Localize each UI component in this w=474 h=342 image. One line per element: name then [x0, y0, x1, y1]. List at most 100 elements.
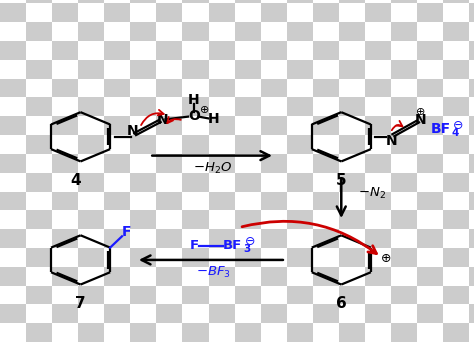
Text: $-H_2O$: $-H_2O$	[193, 161, 232, 176]
Bar	[235, 192, 261, 210]
Bar	[417, 323, 443, 342]
Bar	[391, 41, 417, 60]
Text: 6: 6	[336, 296, 346, 311]
Bar	[469, 3, 474, 22]
Bar	[235, 79, 261, 97]
Bar	[391, 323, 417, 342]
Bar	[313, 286, 339, 304]
Bar	[209, 267, 235, 286]
Bar	[417, 3, 443, 22]
Bar	[235, 210, 261, 229]
Bar	[0, 173, 26, 192]
Bar	[78, 323, 104, 342]
Bar	[52, 192, 78, 210]
Bar	[0, 229, 26, 248]
Bar	[130, 173, 156, 192]
Bar	[287, 135, 313, 154]
Bar	[78, 22, 104, 41]
Bar	[313, 210, 339, 229]
Bar	[156, 116, 182, 135]
Bar	[26, 323, 52, 342]
Bar	[313, 116, 339, 135]
Bar	[182, 22, 209, 41]
Bar	[417, 173, 443, 192]
Bar	[26, 116, 52, 135]
Bar	[104, 79, 130, 97]
Bar	[313, 135, 339, 154]
Bar	[182, 0, 209, 3]
Bar	[365, 192, 391, 210]
Bar	[391, 22, 417, 41]
Bar	[339, 192, 365, 210]
Bar	[104, 173, 130, 192]
Bar	[182, 41, 209, 60]
Bar	[313, 248, 339, 267]
Bar	[287, 154, 313, 173]
Bar	[130, 210, 156, 229]
Bar	[287, 41, 313, 60]
Bar	[156, 229, 182, 248]
Text: $-N_2$: $-N_2$	[358, 186, 386, 201]
Bar	[209, 304, 235, 323]
Bar	[130, 60, 156, 79]
Bar	[417, 154, 443, 173]
Text: 3: 3	[243, 244, 250, 254]
Bar	[78, 248, 104, 267]
Bar	[313, 0, 339, 3]
Bar	[365, 173, 391, 192]
Text: $-BF_3$: $-BF_3$	[196, 265, 231, 280]
Bar	[209, 173, 235, 192]
Bar	[78, 116, 104, 135]
Bar	[26, 60, 52, 79]
Bar	[78, 210, 104, 229]
Bar	[469, 173, 474, 192]
Bar	[52, 267, 78, 286]
Bar	[130, 135, 156, 154]
Bar	[287, 304, 313, 323]
Bar	[78, 97, 104, 116]
Bar	[130, 192, 156, 210]
Bar	[443, 41, 469, 60]
Bar	[313, 154, 339, 173]
Bar	[26, 304, 52, 323]
Bar	[78, 3, 104, 22]
Bar	[417, 41, 443, 60]
Bar	[417, 267, 443, 286]
Text: H: H	[188, 93, 200, 106]
Bar	[469, 79, 474, 97]
Bar	[469, 97, 474, 116]
Bar	[235, 248, 261, 267]
Bar	[235, 116, 261, 135]
Bar	[391, 192, 417, 210]
Bar	[287, 192, 313, 210]
Bar	[235, 229, 261, 248]
Bar	[469, 248, 474, 267]
Bar	[339, 135, 365, 154]
Text: ⊖: ⊖	[453, 119, 464, 132]
Bar	[365, 97, 391, 116]
Bar	[261, 79, 287, 97]
Bar	[261, 60, 287, 79]
Bar	[469, 154, 474, 173]
Bar	[26, 3, 52, 22]
Bar	[365, 3, 391, 22]
Bar	[313, 323, 339, 342]
Bar	[261, 116, 287, 135]
Bar	[104, 192, 130, 210]
Bar	[104, 0, 130, 3]
Bar	[339, 97, 365, 116]
Bar	[287, 116, 313, 135]
Bar	[287, 286, 313, 304]
Bar	[0, 286, 26, 304]
Bar	[339, 22, 365, 41]
Bar	[156, 192, 182, 210]
Bar	[365, 154, 391, 173]
Bar	[156, 97, 182, 116]
Bar	[469, 192, 474, 210]
Bar	[339, 60, 365, 79]
Bar	[443, 79, 469, 97]
Bar	[209, 79, 235, 97]
Text: 5: 5	[336, 173, 346, 188]
Bar	[313, 41, 339, 60]
Bar	[339, 286, 365, 304]
